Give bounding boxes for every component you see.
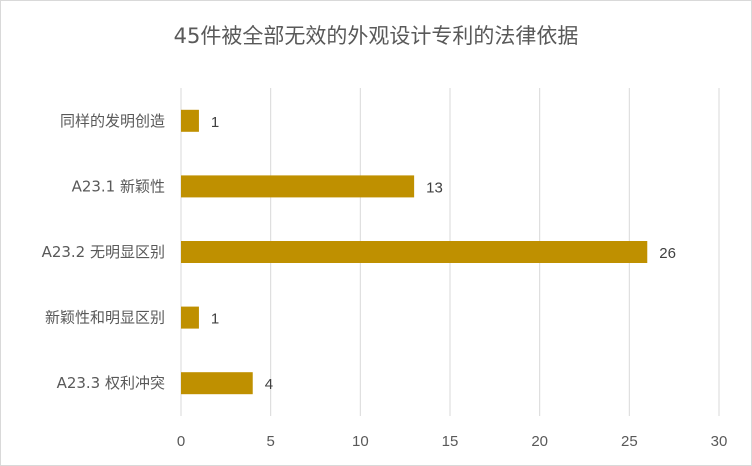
x-tick-label: 5: [266, 433, 274, 450]
bar: [181, 175, 415, 198]
x-tick-label: 30: [711, 433, 728, 450]
data-labels: 1 13 26 1 4: [211, 114, 676, 393]
chart-title: 45件被全部无效的外观设计专利的法律依据: [173, 24, 579, 48]
bar: [181, 241, 648, 263]
data-label: 1: [211, 311, 219, 328]
bar: [181, 306, 199, 329]
x-tick-labels: 0 5 10 15 20 25 30: [177, 433, 728, 450]
bars: [181, 109, 648, 395]
category-label: 新颖性和明显区别: [45, 309, 165, 327]
x-tick-label: 25: [621, 433, 638, 450]
category-label: A23.2 无明显区别: [42, 243, 165, 261]
data-label: 13: [426, 179, 443, 196]
data-label: 1: [211, 114, 219, 131]
bar: [181, 372, 253, 395]
data-label: 26: [659, 245, 676, 262]
x-tick-label: 10: [352, 433, 369, 450]
bar: [181, 109, 199, 132]
x-tick-label: 0: [177, 433, 185, 450]
category-label: 同样的发明创造: [60, 112, 165, 130]
x-tick-label: 20: [531, 433, 548, 450]
x-tick-label: 15: [442, 433, 459, 450]
category-label: A23.1 新颖性: [72, 177, 165, 195]
data-label: 4: [265, 376, 273, 393]
category-label: A23.3 权利冲突: [57, 374, 165, 392]
